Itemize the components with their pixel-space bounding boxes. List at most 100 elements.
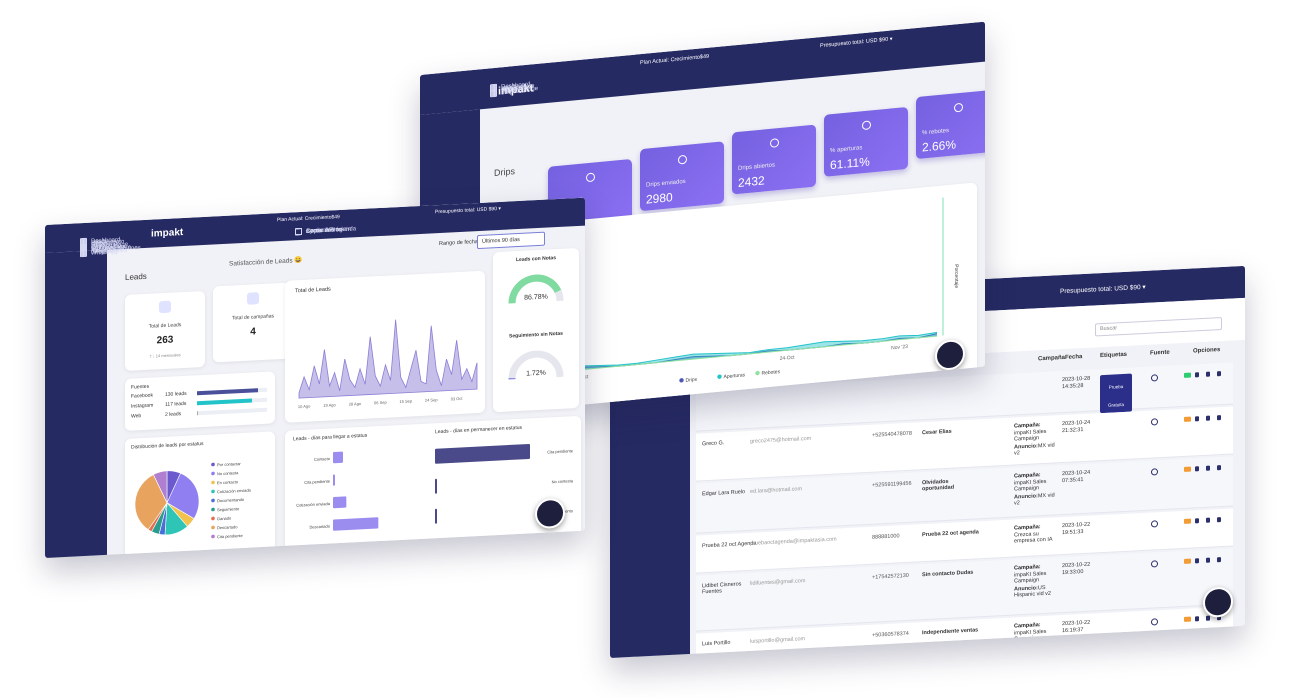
x-tick-label: 15 Sep: [399, 398, 412, 404]
bar: [333, 517, 379, 531]
budget: Presupuesto total: USD $90 ▾: [1060, 283, 1146, 296]
axis-label: Porcentaje: [953, 264, 959, 289]
search-placeholder: Buscar: [1100, 325, 1118, 333]
source-icon: [1151, 618, 1158, 626]
legend-dot: [211, 462, 215, 467]
option-button: [1206, 557, 1210, 563]
card-value: 263: [156, 334, 174, 347]
gauge-title: Seguimiento sin Notas: [509, 330, 563, 340]
card-value: 2432: [738, 173, 765, 190]
campaign-name: impaKt Sales Campaign: [1014, 428, 1047, 443]
source-count: 2 leads: [165, 411, 182, 418]
range-label: Rango de fechas:: [439, 238, 483, 248]
bar-category: Cita pendiente: [547, 448, 574, 454]
source-icon: [1151, 520, 1158, 528]
option-button: [1217, 465, 1221, 471]
gauge-title: Leads con Notas: [515, 255, 556, 264]
source-icon: [1151, 418, 1158, 426]
column-header: Campaña: [1038, 354, 1066, 363]
bars-panel: Leads - días para llegar a estatus Contac…: [285, 415, 581, 551]
range-select: Últimos 90 días: [477, 231, 545, 250]
legend-label: En contacto: [217, 479, 239, 485]
x-tick-label: 03 Oct: [451, 396, 464, 402]
cell-email: lidifuentes@gmail.com: [750, 578, 806, 587]
cell-status: Olvidados oportunidad: [922, 478, 955, 493]
bar: [435, 443, 530, 464]
option-button: [1206, 371, 1210, 377]
card-icon: [954, 102, 963, 113]
card-note: 7 ↓ 14 mensuales: [149, 352, 181, 359]
bar: [435, 508, 437, 524]
leads-chart-panel: Total de Leads 10 Ago 19 Ago 28 Ago 06 Sep 15…: [285, 270, 485, 423]
cell-name: Lidibet Cisneros Fuentes: [702, 581, 742, 596]
option-button: [1206, 465, 1210, 471]
source-name: Web: [131, 413, 142, 420]
cell-email: luisportillo@gmail.com: [750, 636, 806, 645]
legend-dot: [211, 516, 215, 521]
bar: [333, 474, 335, 486]
card-value: 2980: [646, 190, 673, 207]
option-button: [1195, 518, 1199, 524]
card-label: % aperturas: [830, 145, 863, 155]
legend-dot: [211, 498, 215, 503]
legend-label: Por contactar: [217, 461, 241, 467]
option-button: [1206, 415, 1210, 421]
card-label: Drips enviados: [646, 179, 686, 189]
option-button: [1217, 371, 1221, 377]
leads-chart: 10 Ago 19 Ago 28 Ago 06 Sep 15 Sep 24 Sep 03 O…: [298, 319, 478, 409]
card-value: 61.11%: [830, 154, 870, 173]
card-label: Drips abiertos: [738, 162, 776, 172]
legend-dot: [211, 480, 215, 485]
legend-label: Cita pendiente: [217, 533, 244, 539]
option-button: [1195, 372, 1199, 378]
top-bar: impakt Plan Actual: Crecimiento$49 Presupu…: [420, 21, 985, 116]
source-bar: [197, 398, 252, 406]
source-icon: [1151, 560, 1158, 568]
ad-line: Anuncio:US Hispanic vid v2: [1014, 584, 1060, 599]
cell-email: ed.lara@hotmail.com: [750, 486, 803, 495]
option-button: [1217, 557, 1221, 563]
range-value: Últimos 90 días: [482, 236, 520, 245]
stat-card: Drips enviados 2980: [640, 141, 724, 212]
x-tick-label: 24 Sep: [425, 397, 438, 403]
option-button: [1184, 372, 1191, 378]
card-label: Total de Leads: [148, 322, 182, 330]
legend-label: Descartado: [217, 524, 238, 530]
card-icon: [159, 300, 171, 314]
card-icon: [247, 292, 259, 305]
legend-label: Seguimiento: [217, 506, 240, 512]
pie-panel: Distribución de leads por estatus Por con…: [125, 431, 275, 558]
option-button: [1206, 615, 1210, 621]
x-tick-label: 19 Ago: [323, 402, 336, 408]
x-tick-label: Nov '23: [891, 344, 908, 352]
cell-name: Luis Portillo: [702, 639, 731, 648]
cell-name: Prueba 22 oct Agenda: [702, 540, 757, 550]
option-button: [1195, 616, 1199, 622]
gauge-value: [508, 274, 562, 304]
cell-time: 19:33:00: [1062, 569, 1084, 577]
x-tick-label: 06 Sep: [374, 400, 387, 406]
legend-label: Cotización enviada: [217, 488, 252, 495]
source-icon: [1151, 468, 1158, 476]
cell-time: 14:35:28: [1062, 383, 1084, 391]
column-header: Opciones: [1193, 347, 1221, 355]
budget: Presupuesto total: USD $90 ▾: [435, 205, 501, 216]
column-header: Fuente: [1150, 349, 1170, 357]
cell-name: Edgar Lara Ruelo: [702, 489, 746, 498]
ad-label: Anuncio:: [1014, 643, 1038, 651]
bar-chart-title: Leads - días en permanecer en estatus: [435, 424, 522, 436]
bar-category: Descartado: [310, 524, 331, 530]
menu-icon: [80, 249, 87, 258]
source-name: Facebook: [131, 392, 153, 400]
pie-slice: [152, 470, 168, 503]
option-button: [1195, 416, 1199, 422]
cell-status: Sin contacto Dudas: [922, 569, 974, 579]
legend-label: No contesta: [217, 470, 239, 476]
gauges-panel: Leads con Notas 86.78% Seguimiento sin Not…: [493, 247, 579, 413]
ad-line: Anuncio:MX vid v2: [1014, 492, 1060, 506]
source-track: [197, 407, 267, 416]
card-icon: [862, 120, 871, 131]
option-button: [1184, 616, 1191, 622]
campaign-name: Crezca su empresa con IA: [1014, 531, 1053, 545]
